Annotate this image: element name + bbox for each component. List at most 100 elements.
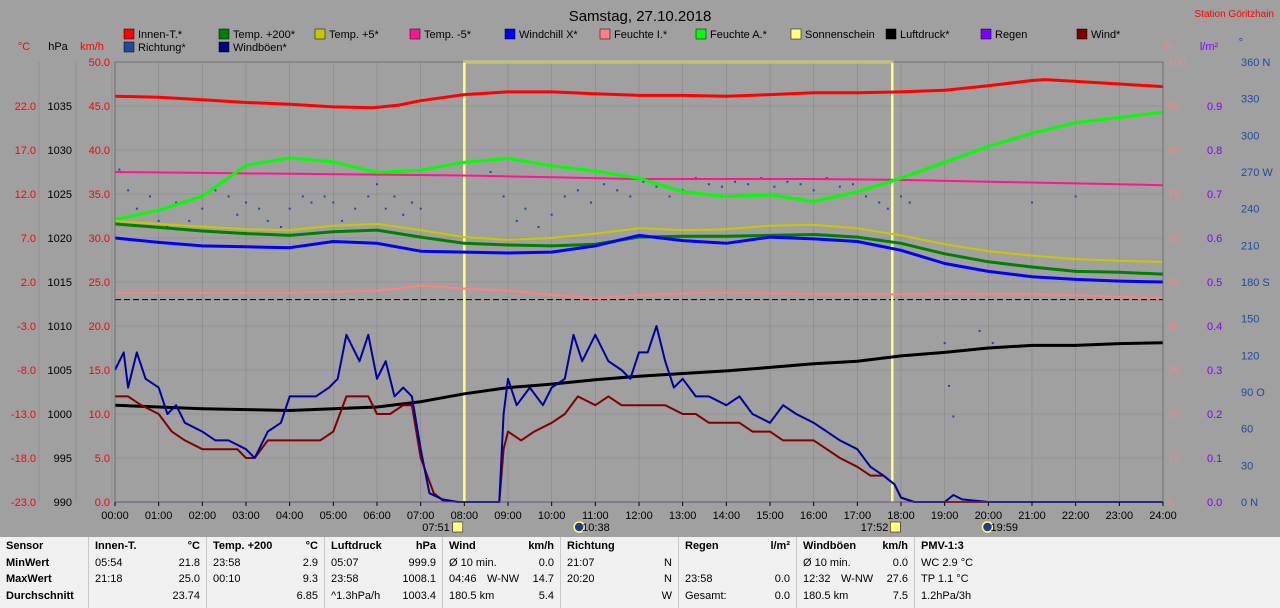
direction-point <box>410 201 413 204</box>
x-axis: 00:00 01:00 02:00 03:00 04:00 05:00 06:00 07:00… <box>101 502 1177 534</box>
stat-value: 23:58 <box>331 573 359 585</box>
tick-rain: 0.4 <box>1207 321 1222 333</box>
direction-point <box>502 195 505 198</box>
stat-header: Temp. +200 <box>213 540 273 552</box>
tick-dir: 210 <box>1241 240 1259 252</box>
direction-point <box>707 183 710 186</box>
x-tick-label: 13:00 <box>669 510 697 522</box>
legend-label: Feuchte A.* <box>710 29 768 41</box>
stat-value: Ø 10 min. <box>449 556 497 569</box>
stat-header: Wind <box>449 540 476 552</box>
tick-hpa: 1030 <box>48 145 72 157</box>
stat-number: 6.85 <box>296 589 318 602</box>
legend-swatch <box>123 28 135 40</box>
stat-value: 04:46 <box>449 573 477 585</box>
stat-value: 00:10 <box>213 573 241 585</box>
x-tick-label: 11:00 <box>582 510 609 522</box>
direction-point <box>214 189 217 192</box>
direction-point <box>1031 201 1033 204</box>
series-line-feuchte-a- <box>114 110 1164 221</box>
stat-column: Windböen km/h Ø 10 min. 0.0 12:32 W-NW 27.6 180… <box>796 537 914 608</box>
tick-dir: 360 N <box>1241 57 1270 69</box>
stat-header: Regen <box>685 540 719 552</box>
stat-number: 0.0 <box>538 556 554 569</box>
sunset-time: 17:52 <box>861 522 889 534</box>
stat-number: 2.9 <box>302 556 318 569</box>
stat-column: Regen l/m² 23:58 0.0 Gesamt: 0.0 <box>678 537 796 608</box>
direction-point <box>865 195 868 198</box>
direction-point <box>952 415 955 418</box>
tick-kmh: 20.0 <box>89 321 110 333</box>
stat-number: 1003.4 <box>402 589 436 602</box>
tick-hpa: 1020 <box>48 233 72 245</box>
legend-swatch <box>409 28 421 40</box>
stat-value: MinWert <box>6 556 50 569</box>
stat-number: 21.8 <box>178 556 200 569</box>
tick-pct: 50 <box>1168 277 1180 289</box>
tick-hpa: 1005 <box>48 365 72 377</box>
direction-point <box>838 185 841 188</box>
stat-column: Innen-T. °C 05:54 21.8 21:18 25.0 23.74 <box>88 537 206 608</box>
stat-unit: °C <box>305 540 318 552</box>
tick-rain: 0.3 <box>1207 365 1222 377</box>
direction-point <box>236 213 239 216</box>
tick-degc: 22.0 <box>15 101 36 113</box>
direction-point <box>301 195 304 198</box>
direction-point <box>812 189 815 192</box>
direction-point <box>175 201 178 204</box>
direction-point <box>886 207 889 210</box>
x-tick-label: 21:00 <box>1018 510 1046 522</box>
x-tick-label: 24:00 <box>1149 510 1177 522</box>
legend-label: Luftdruck* <box>900 29 950 41</box>
stat-number: 1008.1 <box>402 573 436 585</box>
sunrise-icon <box>452 521 464 533</box>
stat-value: Durchschnitt <box>6 589 74 602</box>
tick-kmh: 30.0 <box>89 233 110 245</box>
x-tick-label: 22:00 <box>1062 510 1090 522</box>
direction-point <box>978 329 981 332</box>
series-line-windchill-x- <box>114 233 1164 284</box>
stat-header: Innen-T. <box>95 540 137 552</box>
direction-point <box>201 207 204 210</box>
axis-unit-hpa: hPa <box>48 41 68 53</box>
chart-title: Samstag, 27.10.2018 <box>569 8 712 25</box>
station-name: Station Göritzhain <box>1195 9 1275 20</box>
stat-value: MaxWert <box>6 573 52 585</box>
legend-swatch <box>123 41 135 53</box>
direction-point <box>900 195 902 198</box>
stat-value: TP 1.1 °C <box>921 573 969 585</box>
tick-degc: 17.0 <box>15 145 36 157</box>
tick-dir: 270 W <box>1241 167 1273 179</box>
tick-hpa: 990 <box>54 497 72 509</box>
direction-point <box>402 213 405 216</box>
legend-label: Innen-T.* <box>138 29 183 41</box>
legend-label: Regen <box>995 29 1027 41</box>
series-line-windb-en- <box>114 325 1163 503</box>
tick-degc: -13.0 <box>11 409 36 421</box>
moonset-icon <box>573 521 585 533</box>
tick-hpa: 1025 <box>48 189 72 201</box>
tick-dir: 180 S <box>1241 277 1270 289</box>
tick-kmh: 50.0 <box>89 57 110 69</box>
direction-point <box>258 207 261 210</box>
stat-number: 9.3 <box>302 573 318 585</box>
tick-rain: 0.0 <box>1207 497 1222 509</box>
direction-point <box>323 195 326 198</box>
direction-point <box>384 207 387 210</box>
legend-swatch <box>504 28 516 40</box>
x-tick-label: 07:00 <box>407 510 435 522</box>
stat-header: Luftdruck <box>331 540 382 552</box>
direction-point <box>908 201 911 204</box>
tick-hpa: 995 <box>54 453 72 465</box>
stat-value: 180.5 km <box>803 589 849 602</box>
tick-dir: 30 <box>1241 460 1253 472</box>
tick-hpa: 1010 <box>48 321 72 333</box>
legend-label: Sonnenschein <box>805 29 875 41</box>
direction-point <box>354 207 357 210</box>
stat-column: PMV-1:3 WC 2.9 °C TP 1.1 °C 1.2hPa/3h <box>914 537 1280 608</box>
direction-point <box>747 183 750 186</box>
direction-point <box>118 168 121 171</box>
stat-unit: hPa <box>415 540 436 552</box>
series-line-temp-200- <box>114 222 1164 276</box>
tick-degc: -8.0 <box>17 365 36 377</box>
